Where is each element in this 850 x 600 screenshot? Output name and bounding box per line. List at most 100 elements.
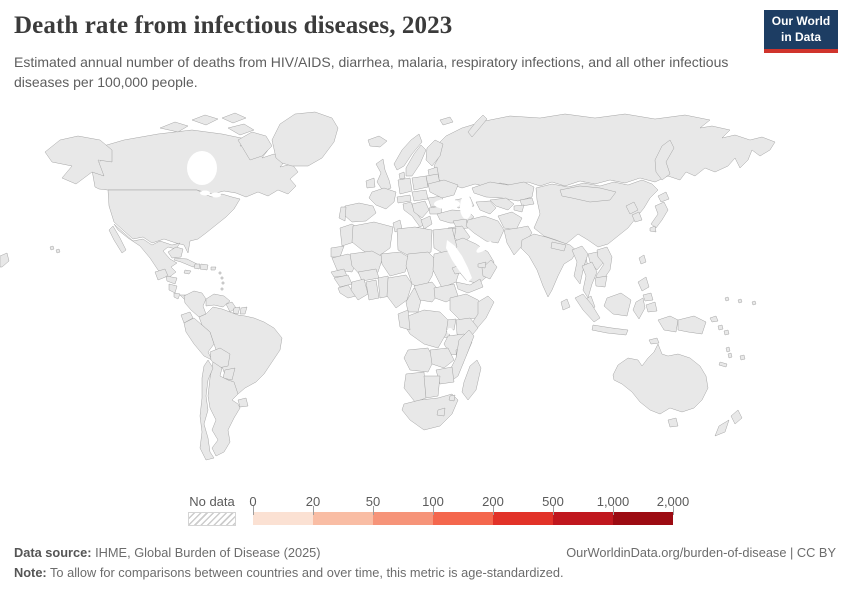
country-costa-rica[interactable] (173, 292, 181, 300)
legend-bin-0[interactable] (253, 512, 313, 525)
owid-link[interactable]: OurWorldinData.org/burden-of-disease | C… (566, 545, 836, 560)
country-puerto-rico[interactable] (210, 266, 217, 271)
country-drc[interactable] (403, 309, 449, 349)
country-new-caledonia[interactable] (718, 361, 728, 368)
country-indonesia-sumatra[interactable] (574, 293, 601, 323)
country-uruguay[interactable] (237, 397, 249, 408)
country-australia-tasmania[interactable] (667, 417, 679, 428)
country-russia-novaya-zemlya[interactable] (467, 114, 488, 138)
country-timor-leste[interactable] (648, 337, 660, 345)
country-canada-arctic-4[interactable] (227, 123, 255, 136)
country-ecuador[interactable] (180, 311, 194, 324)
country-sierra-leone-liberia[interactable] (337, 284, 357, 299)
country-cuba[interactable] (173, 257, 198, 268)
country-greenland[interactable] (271, 111, 339, 167)
country-usa[interactable] (107, 189, 241, 254)
country-usa-hawaii[interactable] (49, 245, 61, 254)
country-ireland[interactable] (365, 177, 376, 189)
country-jamaica[interactable] (183, 269, 192, 275)
country-thailand[interactable] (581, 261, 598, 299)
country-bolivia[interactable] (209, 347, 231, 369)
country-uae[interactable] (477, 261, 487, 269)
country-philippines-mindanao[interactable] (645, 301, 658, 313)
legend-color-bar[interactable] (253, 512, 673, 525)
country-iran[interactable] (465, 215, 505, 244)
country-haiti[interactable] (193, 263, 201, 270)
country-russia[interactable] (433, 113, 776, 189)
country-cote-divoire[interactable] (350, 278, 369, 301)
country-nepal[interactable] (550, 241, 567, 252)
country-portugal[interactable] (338, 206, 347, 222)
legend-bin-5[interactable] (553, 512, 613, 525)
country-uk[interactable] (375, 158, 392, 192)
country-japan-hokkaido[interactable] (657, 191, 670, 203)
country-yemen[interactable] (455, 278, 484, 294)
country-somalia[interactable] (469, 295, 495, 333)
country-kazakhstan[interactable] (471, 181, 535, 202)
country-madagascar[interactable] (461, 359, 482, 401)
country-vanuatu[interactable] (725, 346, 733, 359)
country-niger[interactable] (380, 251, 411, 277)
country-japan-kyushu[interactable] (649, 225, 657, 233)
country-mozambique[interactable] (447, 329, 475, 383)
country-canada-arctic-3[interactable] (221, 112, 247, 124)
country-fiji[interactable] (739, 354, 746, 361)
country-kyrgyzstan[interactable] (519, 197, 535, 207)
country-mexico[interactable] (113, 223, 181, 279)
country-colombia[interactable] (183, 290, 207, 318)
country-turkmenistan[interactable] (475, 200, 497, 215)
country-zambia[interactable] (429, 347, 455, 369)
country-argentina[interactable] (207, 361, 241, 457)
country-mexico-yucatan[interactable] (167, 246, 184, 259)
country-canada-arctic-2[interactable] (191, 114, 219, 126)
country-mongolia[interactable] (559, 185, 617, 203)
country-eswatini[interactable] (448, 394, 456, 402)
legend-bin-6[interactable] (613, 512, 673, 525)
country-south-africa[interactable] (401, 393, 459, 431)
country-canada-arctic-1[interactable] (159, 121, 189, 133)
country-ukraine[interactable] (427, 179, 459, 199)
country-lesotho[interactable] (436, 407, 446, 417)
country-norway[interactable] (393, 133, 423, 171)
country-switzerland-austria[interactable] (396, 194, 412, 204)
country-paraguay[interactable] (222, 367, 236, 381)
country-cambodia[interactable] (594, 275, 608, 288)
country-japan-honshu[interactable] (650, 201, 669, 229)
country-taiwan[interactable] (638, 254, 647, 265)
country-finland[interactable] (425, 139, 444, 167)
country-papua-new-guinea[interactable] (677, 315, 707, 335)
country-svalbard[interactable] (439, 116, 454, 126)
country-chile[interactable] (199, 359, 215, 461)
country-algeria[interactable] (351, 221, 394, 259)
country-mexico-baja[interactable] (108, 225, 127, 254)
country-dominican-republic[interactable] (199, 263, 209, 271)
no-data-swatch[interactable] (188, 512, 236, 526)
country-philippines-visayas[interactable] (642, 292, 654, 302)
country-libya[interactable] (396, 226, 433, 259)
country-spain[interactable] (343, 202, 377, 223)
country-indonesia-sulawesi[interactable] (632, 297, 646, 320)
country-french-guiana[interactable] (239, 306, 248, 315)
country-uzbekistan[interactable] (489, 197, 515, 211)
country-angola[interactable] (403, 347, 435, 373)
country-guatemala[interactable] (154, 268, 169, 281)
country-lesser-antilles[interactable] (218, 271, 225, 291)
country-usa-alaska[interactable] (44, 135, 113, 185)
country-afghanistan[interactable] (497, 211, 523, 231)
country-png-new-britain[interactable] (709, 315, 719, 323)
country-poland[interactable] (411, 175, 429, 191)
country-new-zealand-north[interactable] (730, 409, 743, 425)
legend-bin-4[interactable] (493, 512, 553, 525)
owid-logo[interactable]: Our World in Data (764, 10, 838, 53)
country-micronesia[interactable] (724, 296, 757, 306)
legend-bin-3[interactable] (433, 512, 493, 525)
country-russia-chukotka-sliver[interactable] (0, 252, 10, 268)
country-tajikistan[interactable] (513, 204, 525, 213)
country-germany[interactable] (397, 177, 413, 195)
country-south-korea[interactable] (631, 211, 643, 223)
country-ghana[interactable] (365, 279, 380, 301)
country-namibia[interactable] (403, 371, 427, 403)
country-peru[interactable] (183, 317, 215, 361)
country-france[interactable] (368, 187, 397, 210)
country-sweden[interactable] (405, 144, 427, 177)
